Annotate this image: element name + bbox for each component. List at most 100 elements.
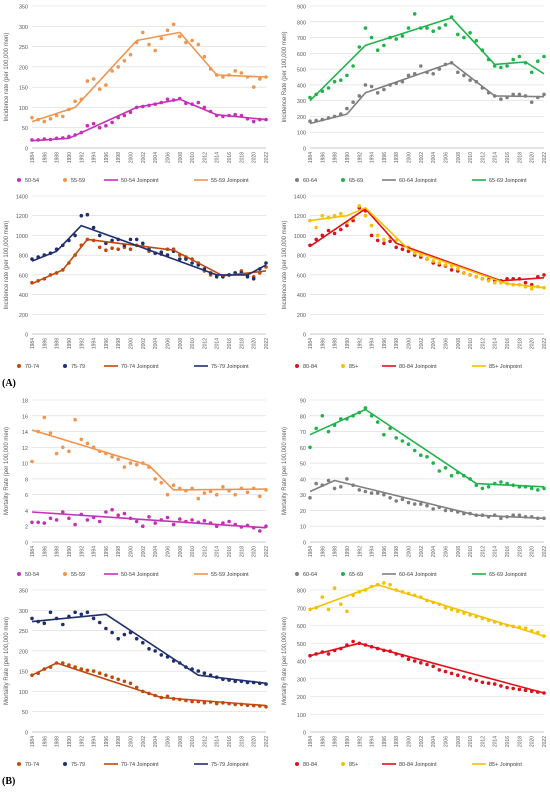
x-tick-label: 2022 [542,152,548,163]
data-point-60-64 [332,486,337,491]
legend-label: 55-59 [71,572,85,578]
data-point-80-84 [400,247,405,251]
x-tick-label: 1988 [55,152,61,163]
data-point-55-59 [73,417,77,422]
data-point-60-64 [419,64,423,68]
data-point-85- [357,204,362,208]
x-tick-label: 2022 [542,546,548,557]
x-tick-label: 2004 [153,546,159,557]
data-point-55-59 [178,34,182,39]
data-point-60-64 [511,92,515,97]
x-tick-label: 1998 [394,338,400,349]
x-tick-label: 2018 [517,736,523,747]
legend-marker [63,364,67,368]
data-point-80-84 [499,684,503,688]
x-tick-label: 2006 [165,546,171,557]
data-point-50-54 [141,524,145,528]
legend-marker [341,572,345,576]
data-point-50-54 [178,517,182,521]
data-point-55-59 [233,69,237,73]
legend-marker [295,178,299,182]
data-point-65-69 [308,445,312,450]
x-tick-label: 2000 [407,736,413,747]
data-point-55-59 [165,492,170,497]
data-point-85- [456,267,460,271]
y-tick-label: 150 [19,670,28,676]
legend-label: 55-59 Joinpoint [211,178,249,184]
x-tick-label: 1988 [333,152,339,163]
y-tick-label: 600 [297,273,306,279]
x-tick-label: 2004 [431,546,437,557]
data-point-85- [382,237,386,242]
x-tick-label: 2022 [264,338,270,349]
data-point-65-69 [419,453,423,458]
legend-marker [295,762,299,766]
data-point-70-74 [202,701,207,705]
x-tick-label: 1996 [382,338,388,349]
x-tick-label: 1994 [370,152,376,163]
data-point-80-84 [351,639,355,644]
x-tick-label: 2016 [227,546,233,557]
x-tick-label: 2018 [517,546,523,557]
legend-label: 60-64 [303,178,317,184]
data-point-75-79 [128,237,133,242]
y-tick-label: 800 [19,254,28,260]
data-point-65-69 [357,45,362,49]
y-tick-label: 500 [297,68,306,74]
data-point-50-54 [153,521,157,525]
x-tick-label: 1990 [345,736,351,747]
x-tick-label: 2006 [165,736,171,747]
data-point-55-59 [147,42,151,47]
data-point-80-84 [345,223,349,228]
x-tick-label: 1994 [92,546,98,557]
data-point-50-54 [165,515,170,520]
data-point-75-79 [42,621,47,626]
data-point-60-64 [406,500,411,505]
y-tick-label: 700 [297,36,306,42]
data-point-85- [326,607,331,612]
y-tick-label: 8 [25,477,28,483]
x-tick-label: 2000 [407,152,413,163]
data-point-70-74 [116,247,120,251]
x-tick-label: 2022 [542,338,548,349]
x-tick-label: 1992 [357,152,363,163]
data-point-85- [443,263,448,267]
x-tick-label: 2016 [505,736,511,747]
data-point-75-79 [178,257,182,261]
x-tick-label: 1998 [116,338,122,349]
x-tick-label: 1984 [30,338,36,349]
x-tick-label: 2006 [165,152,171,163]
data-point-65-69 [480,486,485,491]
data-point-50-54 [165,97,170,102]
data-point-80-84 [486,681,491,685]
data-point-55-59 [110,69,114,73]
x-tick-label: 2002 [141,546,147,557]
data-point-60-64 [499,516,503,521]
data-point-75-79 [116,636,120,641]
x-tick-label: 1984 [30,736,36,747]
y-tick-label: 50 [22,126,28,132]
data-point-65-69 [474,38,479,43]
data-point-60-64 [351,100,355,104]
incidence-50-59-chart: 0 50 100 150 200 250 300 350 1984 1986 1988 1990 199… [4,5,270,185]
data-point-85- [425,257,429,261]
data-point-80-84 [431,664,436,669]
y-axis-label: Mortality Rate (per 100,000 men) [4,617,10,705]
incidence-70-79-chart: 0 200 400 600 800 1000 1200 1400 1984 1986 1988 199… [4,195,270,371]
joinpoint-line-70-74-joinpoint [31,238,267,285]
data-point-75-79 [122,632,127,637]
data-point-80-84 [388,239,392,244]
data-point-50-54 [233,112,237,117]
data-point-55-59 [153,477,157,481]
legend-label: 65-69 [349,572,363,578]
data-point-65-69 [326,86,331,90]
data-point-60-64 [425,503,429,508]
data-point-60-64 [542,92,546,97]
data-point-75-79 [61,622,65,627]
data-point-75-79 [85,610,90,615]
joinpoint-line-60-64-joinpoint [309,61,545,125]
data-point-55-59 [233,492,237,497]
x-tick-label: 2010 [468,736,474,747]
legend-label: 85+ [349,364,358,370]
data-point-75-79 [196,669,201,673]
